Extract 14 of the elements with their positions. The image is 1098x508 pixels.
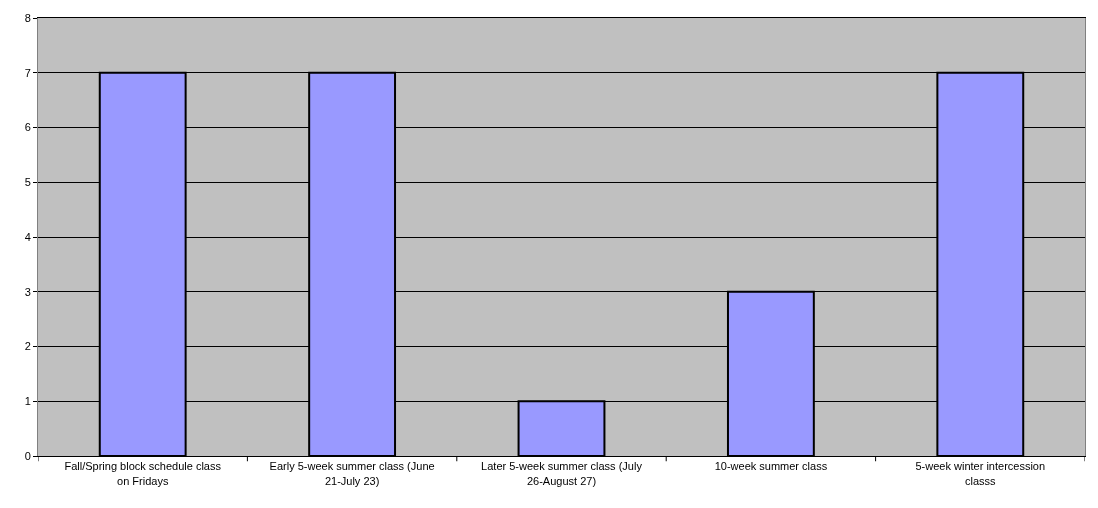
x-tick-label: Later 5-week summer class (July 26-August 27) [481,460,643,487]
x-tick-label: Fall/Spring block schedule class on Fridays [64,460,222,487]
x-tick-label: Early 5-week summer class (June 21-July 23) [269,460,435,487]
y-tick-label: 6 [24,121,31,134]
y-tick-label: 0 [24,449,31,462]
y-tick-label: 4 [24,230,31,243]
x-tick-label: 10-week summer class [714,460,828,473]
y-tick-label: 2 [24,340,31,353]
y-tick-label: 1 [24,395,31,408]
y-tick-label: 7 [24,66,31,79]
y-tick-label: 5 [24,176,31,189]
y-tick-label: 3 [24,285,31,298]
y-tick-label: 8 [24,11,31,24]
x-tick-label: 5-week winter intercession classs [915,460,1046,487]
